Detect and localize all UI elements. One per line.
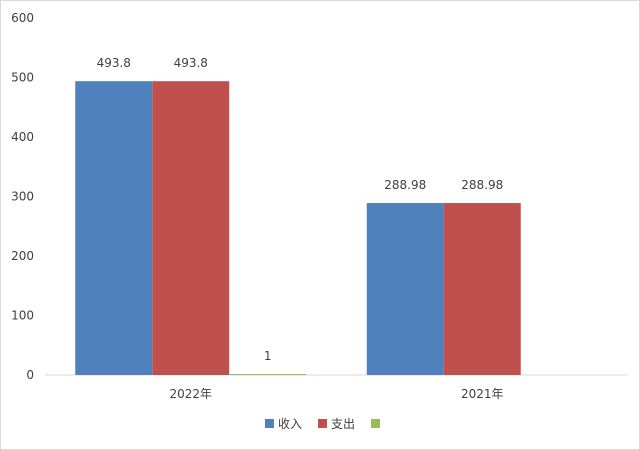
y-tick-label: 500 [11,71,34,85]
data-label: 288.98 [461,178,503,192]
bar-收入-2021年 [366,203,444,375]
data-label: 493.8 [97,56,131,70]
bar-支出-2021年 [443,203,521,375]
legend-swatch [265,419,274,428]
y-tick-label: 400 [11,130,34,144]
bar-series-3-2022年 [229,374,307,375]
x-tick-label: 2022年 [169,387,212,401]
bar-支出-2022年 [152,81,230,376]
data-label: 288.98 [384,178,426,192]
y-tick-label: 200 [11,249,34,263]
legend-swatch [318,419,327,428]
y-tick-label: 300 [11,190,34,204]
legend-label: 收入 [278,417,302,431]
y-tick-label: 0 [26,368,34,382]
data-label: 1 [264,349,272,363]
legend-swatch [371,419,380,428]
y-tick-label: 600 [11,11,34,25]
legend-label: 支出 [331,417,355,431]
bar-收入-2022年 [75,81,153,376]
x-tick-label: 2021年 [461,387,504,401]
data-label: 493.8 [174,56,208,70]
y-tick-label: 100 [11,309,34,323]
